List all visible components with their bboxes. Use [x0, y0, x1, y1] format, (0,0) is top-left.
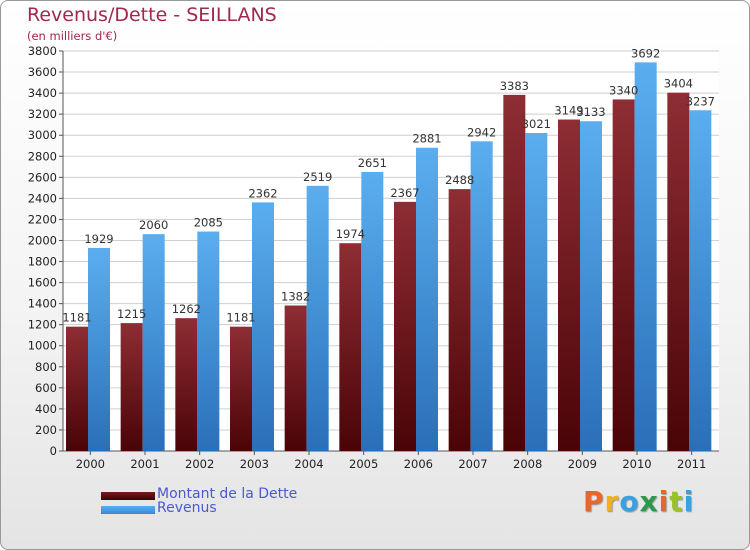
logo-letter: t: [669, 485, 684, 518]
bar-revenus: [306, 185, 329, 451]
x-tick-label: 2000: [76, 457, 105, 471]
data-label: 1382: [281, 290, 310, 304]
data-label: 3692: [631, 46, 660, 60]
data-label: 2881: [412, 132, 441, 146]
data-label: 1974: [336, 227, 365, 241]
proxiti-logo: Proxiti: [583, 485, 694, 518]
bar-dette: [394, 201, 416, 451]
bar-revenus: [416, 147, 438, 451]
bar-dette: [612, 99, 635, 451]
y-tick-label: 3800: [28, 44, 57, 58]
y-tick-label: 2800: [28, 149, 57, 163]
bar-revenus: [634, 62, 657, 452]
x-tick-label: 2009: [568, 457, 597, 471]
chart-title: Revenus/Dette - SEILLANS: [27, 4, 277, 26]
y-tick-label: 2600: [28, 170, 57, 184]
bar-dette: [230, 326, 252, 451]
bar-dette: [558, 119, 580, 452]
bar-dette: [503, 94, 526, 451]
logo-letter: P: [583, 485, 605, 518]
data-label: 2085: [194, 216, 223, 230]
y-tick-label: 1400: [28, 297, 57, 311]
data-label: 3237: [686, 94, 715, 108]
y-tick-label: 3400: [28, 86, 57, 100]
bar-revenus: [252, 202, 274, 451]
bar-dette: [667, 92, 690, 452]
legend-label-revenus: Revenus: [157, 500, 217, 516]
y-tick-label: 3200: [28, 107, 57, 121]
bar-revenus: [361, 171, 384, 451]
bar-revenus: [88, 247, 110, 451]
data-label: 2362: [248, 186, 277, 200]
x-tick-label: 2002: [185, 457, 214, 471]
bar-dette: [120, 323, 143, 451]
bar-revenus: [689, 110, 712, 452]
y-tick-label: 2000: [28, 233, 57, 247]
data-label: 3021: [522, 117, 551, 131]
logo-letter: i: [658, 485, 670, 518]
x-tick-label: 2010: [622, 457, 651, 471]
data-label: 1262: [172, 302, 201, 316]
bar-revenus: [197, 231, 220, 451]
y-tick-label: 400: [35, 402, 57, 416]
y-tick-label: 0: [50, 444, 57, 458]
bar-dette: [175, 318, 198, 451]
bar-revenus: [525, 133, 548, 451]
bar-dette: [66, 326, 88, 451]
y-tick-label: 1200: [28, 318, 57, 332]
bar-revenus: [470, 141, 493, 451]
y-tick-label: 2400: [28, 191, 57, 205]
bar-revenus: [142, 234, 165, 451]
data-label: 1929: [84, 232, 113, 246]
data-label: 3404: [664, 77, 693, 91]
data-label: 2367: [390, 186, 419, 200]
data-label: 3340: [609, 83, 638, 97]
data-label: 2942: [467, 125, 496, 139]
y-tick-label: 1600: [28, 276, 57, 290]
data-label: 1215: [117, 307, 146, 321]
chart-subtitle: (en milliers d'€): [27, 29, 118, 43]
y-tick-label: 600: [35, 381, 57, 395]
y-tick-label: 200: [35, 423, 57, 437]
x-tick-label: 2004: [294, 457, 323, 471]
bar-dette: [448, 189, 471, 451]
plot-area: [63, 51, 719, 451]
data-label: 3133: [576, 105, 605, 119]
data-label: 1181: [62, 311, 91, 325]
x-tick-label: 2008: [513, 457, 542, 471]
data-label: 3149: [554, 104, 583, 118]
logo-letter: r: [604, 485, 620, 518]
x-tick-label: 2011: [677, 457, 706, 471]
legend-label-debt: Montant de la Dette: [157, 486, 298, 502]
x-tick-label: 2006: [404, 457, 433, 471]
x-tick-label: 2005: [349, 457, 378, 471]
data-label: 2060: [139, 218, 168, 232]
data-label: 2488: [445, 173, 474, 187]
data-label: 2519: [303, 170, 332, 184]
bar-dette: [339, 243, 362, 451]
y-tick-label: 3000: [28, 128, 57, 142]
y-tick-label: 2200: [28, 212, 57, 226]
data-label: 2651: [358, 156, 387, 170]
legend-swatch-revenus: [101, 506, 155, 514]
logo-letter: o: [619, 485, 640, 518]
data-label: 3383: [500, 79, 529, 93]
y-tick-label: 3600: [28, 65, 57, 79]
bar-dette: [284, 305, 307, 451]
data-label: 1181: [226, 311, 255, 325]
y-tick-label: 1800: [28, 255, 57, 269]
x-tick-label: 2003: [240, 457, 269, 471]
bar-revenus: [580, 121, 602, 452]
x-tick-label: 2007: [458, 457, 487, 471]
y-tick-label: 800: [35, 360, 57, 374]
legend-swatch-debt: [101, 492, 155, 500]
logo-letter: x: [639, 485, 659, 518]
y-tick-label: 1000: [28, 339, 57, 353]
x-tick-label: 2001: [130, 457, 159, 471]
logo-letter: i: [683, 485, 695, 518]
